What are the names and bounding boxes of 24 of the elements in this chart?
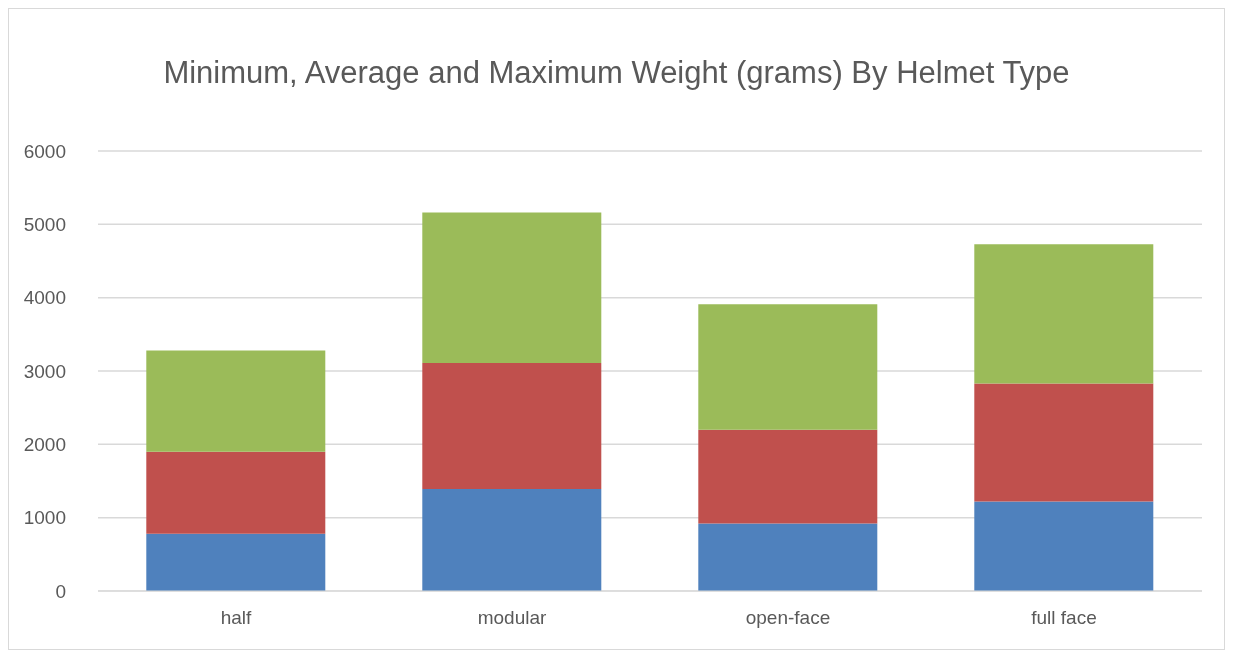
bar: [422, 362, 602, 490]
bar: [146, 533, 326, 591]
x-tick-label: half: [220, 607, 253, 629]
bar: [698, 304, 878, 430]
chart-title: Minimum, Average and Maximum Weight (grams) By Helmet Type: [162, 54, 1071, 92]
y-tick-label: 1000: [23, 507, 66, 529]
bar: [698, 429, 878, 524]
bar: [974, 244, 1154, 384]
bar: [146, 350, 326, 452]
bar: [422, 212, 602, 363]
bar: [146, 451, 326, 534]
y-tick-label: 4000: [23, 287, 66, 309]
y-tick-label: 5000: [23, 214, 66, 236]
y-tick-label: 2000: [23, 434, 66, 456]
y-tick-label: 6000: [23, 140, 66, 162]
x-tick-label: full face: [1031, 607, 1097, 629]
x-tick-label: modular: [477, 607, 547, 629]
bar: [698, 523, 878, 591]
x-tick-label: open-face: [745, 607, 831, 629]
y-tick-label: 3000: [23, 360, 66, 382]
bar: [974, 383, 1154, 502]
y-tick-label: 0: [55, 580, 66, 602]
bar: [974, 501, 1154, 591]
bar: [422, 489, 602, 591]
